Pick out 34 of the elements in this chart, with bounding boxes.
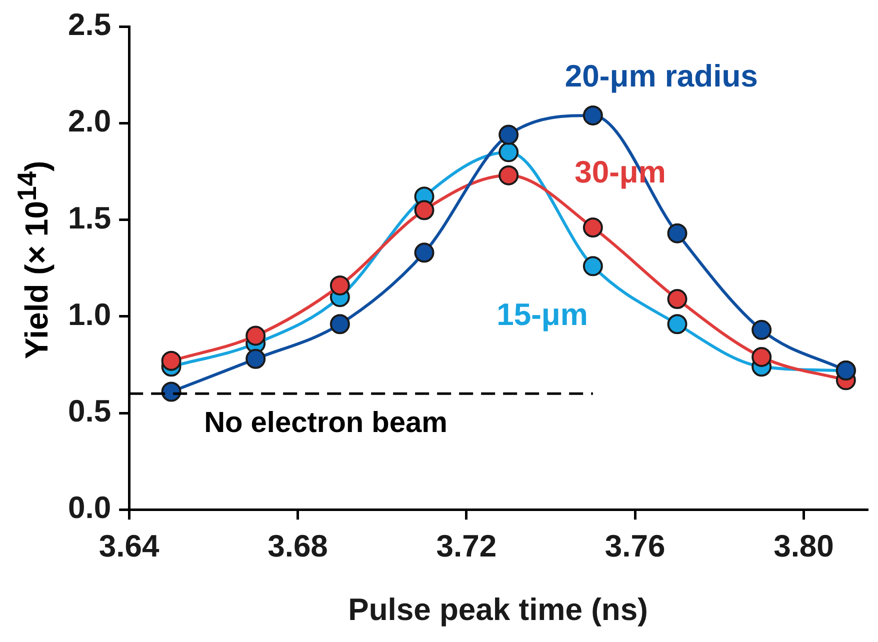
point: [582, 218, 603, 238]
point: [582, 105, 603, 126]
point: [498, 165, 519, 186]
point: [498, 142, 519, 162]
point: [246, 326, 266, 346]
series-label: 15-μm: [496, 297, 588, 332]
point: [161, 350, 182, 371]
y-tick-label: 2.5: [68, 7, 112, 42]
y-tick-label: 0.5: [68, 394, 112, 429]
point: [498, 124, 519, 145]
x-tick-label: 3.80: [774, 528, 834, 564]
point: [582, 256, 603, 276]
x-axis-title: Pulse peak time (ns): [348, 592, 648, 627]
point: [752, 346, 772, 367]
point: [667, 289, 688, 310]
x-tick-label: 3.68: [268, 528, 328, 564]
point: [330, 275, 350, 296]
y-tick-label: 2.0: [68, 104, 112, 139]
point: [330, 314, 350, 334]
point: [161, 382, 182, 402]
point: [667, 223, 688, 244]
point: [414, 200, 434, 220]
point: [414, 242, 434, 263]
y-tick-label: 1.0: [68, 296, 112, 332]
point: [246, 348, 266, 369]
x-tick-label: 3.64: [98, 528, 160, 564]
y-tick-label: 1.5: [68, 200, 112, 236]
point: [752, 320, 772, 340]
y-tick-label: 0.0: [68, 490, 112, 526]
ref-line-label: No electron beam: [204, 407, 448, 440]
series-label: 20-μm radius: [564, 58, 758, 94]
x-tick-label: 3.72: [436, 528, 497, 564]
point: [667, 314, 688, 334]
x-tick-label: 3.76: [604, 528, 666, 564]
